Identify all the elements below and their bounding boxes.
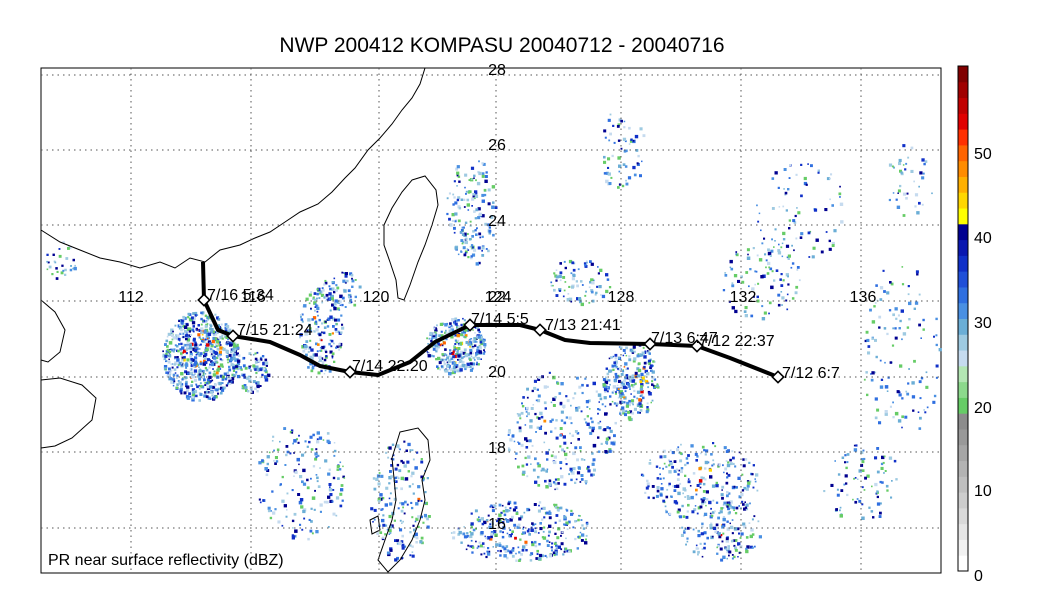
- colorbar-cell: [958, 286, 968, 304]
- colorbar-cell: [958, 444, 968, 462]
- track-marker: [226, 329, 240, 343]
- colorbar-cell: [958, 523, 968, 540]
- hainan-coastline: [40, 377, 97, 449]
- coastlines: [40, 67, 439, 573]
- colorbar-cell: [958, 160, 968, 177]
- track-time-label: 7/12 22:37: [699, 333, 775, 350]
- colorbar-cell: [958, 302, 968, 319]
- colorbar-tick-label: 50: [974, 146, 992, 163]
- colorbar-cell: [958, 318, 968, 335]
- lat-label: 26: [488, 137, 506, 154]
- colorbar-cell: [958, 476, 968, 493]
- luzon-coastline: [377, 427, 431, 573]
- lon-label: 132: [730, 289, 757, 306]
- colorbar-cell: [958, 208, 968, 225]
- track-time-label: 7/12 6:7: [782, 365, 840, 382]
- lat-label: 20: [488, 364, 506, 381]
- colorbar-cell: [958, 555, 968, 572]
- colorbar-tick-label: 20: [974, 400, 992, 417]
- lon-label: 124: [485, 289, 512, 306]
- colorbar-cell: [958, 144, 968, 162]
- colorbar-cell: [958, 381, 968, 398]
- track-time-label: 7/14 5:5: [471, 311, 529, 328]
- colorbar-cell: [958, 365, 968, 383]
- colorbar-frame: [957, 65, 969, 572]
- lon-label: 120: [363, 289, 390, 306]
- colorbar-cell: [958, 397, 968, 414]
- graticule: [41, 68, 941, 573]
- colorbar-cell: [958, 539, 968, 556]
- lon-label: 116: [240, 289, 266, 306]
- track-marker: [343, 365, 357, 379]
- track-line: [201, 261, 779, 379]
- colorbar-cell: [958, 413, 968, 430]
- track-time-label: 7/14 22:20: [352, 358, 428, 375]
- longitude-labels: 112 116 120 124 128 132 136: [118, 289, 876, 306]
- lon-label: 128: [608, 289, 635, 306]
- lon-label: 112: [118, 289, 144, 306]
- colorbar-tick-label: 40: [974, 230, 992, 247]
- track-time-label: 7/15 21:24: [237, 322, 313, 339]
- leizhou-coastline: [40, 299, 66, 363]
- lat-label: 18: [488, 440, 506, 457]
- colorbar-cell: [958, 428, 968, 446]
- track-time-label: 7/16 5:34: [207, 287, 274, 304]
- taiwan-coastline: [383, 175, 439, 301]
- lat-label: 22: [488, 289, 506, 306]
- colorbar-cell: [958, 492, 968, 509]
- lat-label: 24: [488, 213, 506, 230]
- storm-track: 7/16 5:34 7/15 21:24 7/14 22:20 7/14 5:5…: [197, 261, 840, 384]
- lat-label: 16: [488, 516, 506, 533]
- track-marker: [690, 339, 704, 353]
- latitude-labels: 28 26 24 22 20 18 16: [488, 62, 506, 533]
- china-coastline: [40, 67, 426, 269]
- map-title: NWP 200412 KOMPASU 20040712 - 20040716: [279, 34, 725, 57]
- colorbar-cell: [958, 192, 968, 209]
- colorbar-cell: [958, 350, 968, 367]
- colorbar-tick-label: 10: [974, 483, 992, 500]
- colorbar-cell: [958, 507, 968, 525]
- colorbar-tick-label: 0: [974, 568, 983, 585]
- track-marker: [643, 337, 657, 351]
- colorbar-cell: [958, 255, 968, 272]
- track-marker: [533, 323, 547, 337]
- babuyan-island: [369, 515, 381, 535]
- track-time-label: 7/13 21:41: [545, 317, 621, 334]
- colorbar-cell: [958, 81, 968, 99]
- product-label: PR near surface reflectivity (dBZ): [48, 552, 284, 569]
- colorbar-cell: [958, 129, 968, 146]
- colorbar-cell: [958, 176, 968, 193]
- track-marker: [197, 293, 211, 307]
- colorbar: 0 10 20 30 40 50: [957, 65, 992, 585]
- track-marker: [463, 318, 477, 332]
- colorbar-cell: [958, 223, 968, 241]
- track-time-label: 7/13 6:47: [651, 330, 718, 347]
- colorbar-cell: [958, 460, 968, 477]
- colorbar-cell: [958, 113, 968, 130]
- colorbar-cell: [958, 334, 968, 351]
- track-marker: [771, 370, 785, 384]
- colorbar-cell: [958, 97, 968, 114]
- colorbar-cell: [958, 271, 968, 288]
- precip-layer: [46, 113, 942, 562]
- colorbar-cell: [958, 66, 968, 83]
- colorbar-tick-label: 30: [974, 315, 992, 332]
- colorbar-cell: [958, 239, 968, 256]
- lat-label: 28: [488, 62, 506, 79]
- lon-label: 136: [850, 289, 877, 306]
